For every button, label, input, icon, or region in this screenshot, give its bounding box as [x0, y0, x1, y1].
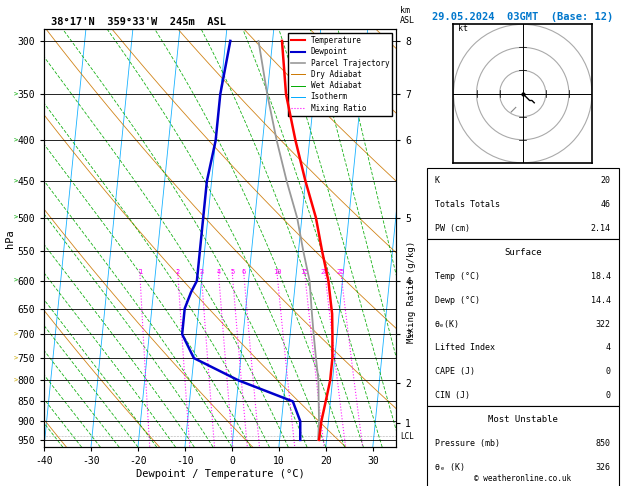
Text: >: > — [14, 91, 18, 97]
Text: 20: 20 — [601, 176, 611, 185]
Text: >: > — [14, 331, 18, 337]
Text: 29.05.2024  03GMT  (Base: 12): 29.05.2024 03GMT (Base: 12) — [432, 12, 613, 22]
Text: 0: 0 — [606, 391, 611, 400]
Text: Totals Totals: Totals Totals — [435, 200, 499, 209]
Text: 850: 850 — [596, 439, 611, 448]
Legend: Temperature, Dewpoint, Parcel Trajectory, Dry Adiabat, Wet Adiabat, Isotherm, Mi: Temperature, Dewpoint, Parcel Trajectory… — [288, 33, 392, 116]
Text: Pressure (mb): Pressure (mb) — [435, 439, 499, 448]
Bar — [426, 406, 619, 486]
Text: © weatheronline.co.uk: © weatheronline.co.uk — [474, 474, 571, 483]
Text: 3: 3 — [199, 269, 204, 275]
Text: CAPE (J): CAPE (J) — [435, 367, 475, 376]
Text: 4: 4 — [216, 269, 221, 275]
Text: 2.14: 2.14 — [591, 224, 611, 233]
Text: 1: 1 — [138, 269, 142, 275]
Text: 15: 15 — [301, 269, 309, 275]
Text: 2: 2 — [176, 269, 180, 275]
Text: 10: 10 — [273, 269, 281, 275]
Text: 14.4: 14.4 — [591, 295, 611, 305]
Text: Surface: Surface — [504, 248, 542, 257]
Text: CIN (J): CIN (J) — [435, 391, 470, 400]
Text: 322: 322 — [596, 320, 611, 329]
Text: Lifted Index: Lifted Index — [435, 344, 494, 352]
Text: Most Unstable: Most Unstable — [487, 415, 558, 424]
Text: >: > — [14, 278, 18, 284]
Text: 4: 4 — [606, 344, 611, 352]
Text: >: > — [14, 355, 18, 361]
Text: >: > — [14, 215, 18, 221]
Text: PW (cm): PW (cm) — [435, 224, 470, 233]
Text: θₑ(K): θₑ(K) — [435, 320, 460, 329]
Bar — [426, 168, 619, 239]
Text: 326: 326 — [596, 463, 611, 472]
Text: >: > — [14, 378, 18, 383]
Y-axis label: hPa: hPa — [4, 229, 14, 247]
Text: Dewp (°C): Dewp (°C) — [435, 295, 480, 305]
Text: 38°17'N  359°33'W  245m  ASL: 38°17'N 359°33'W 245m ASL — [51, 17, 226, 27]
Text: 6: 6 — [242, 269, 246, 275]
Text: 18.4: 18.4 — [591, 272, 611, 281]
Text: 5: 5 — [230, 269, 235, 275]
Text: 0: 0 — [606, 367, 611, 376]
Text: >: > — [14, 138, 18, 143]
Text: 25: 25 — [337, 269, 345, 275]
Text: 46: 46 — [601, 200, 611, 209]
Text: 20: 20 — [321, 269, 330, 275]
Text: Temp (°C): Temp (°C) — [435, 272, 480, 281]
Text: Mixing Ratio (g/kg): Mixing Ratio (g/kg) — [408, 241, 416, 343]
X-axis label: Dewpoint / Temperature (°C): Dewpoint / Temperature (°C) — [136, 469, 304, 479]
Text: kt: kt — [458, 24, 468, 33]
Bar — [426, 239, 619, 406]
Text: LCL: LCL — [400, 432, 414, 441]
Text: K: K — [435, 176, 440, 185]
Text: θₑ (K): θₑ (K) — [435, 463, 465, 472]
Text: km
ASL: km ASL — [400, 5, 415, 25]
Text: >: > — [14, 178, 18, 184]
